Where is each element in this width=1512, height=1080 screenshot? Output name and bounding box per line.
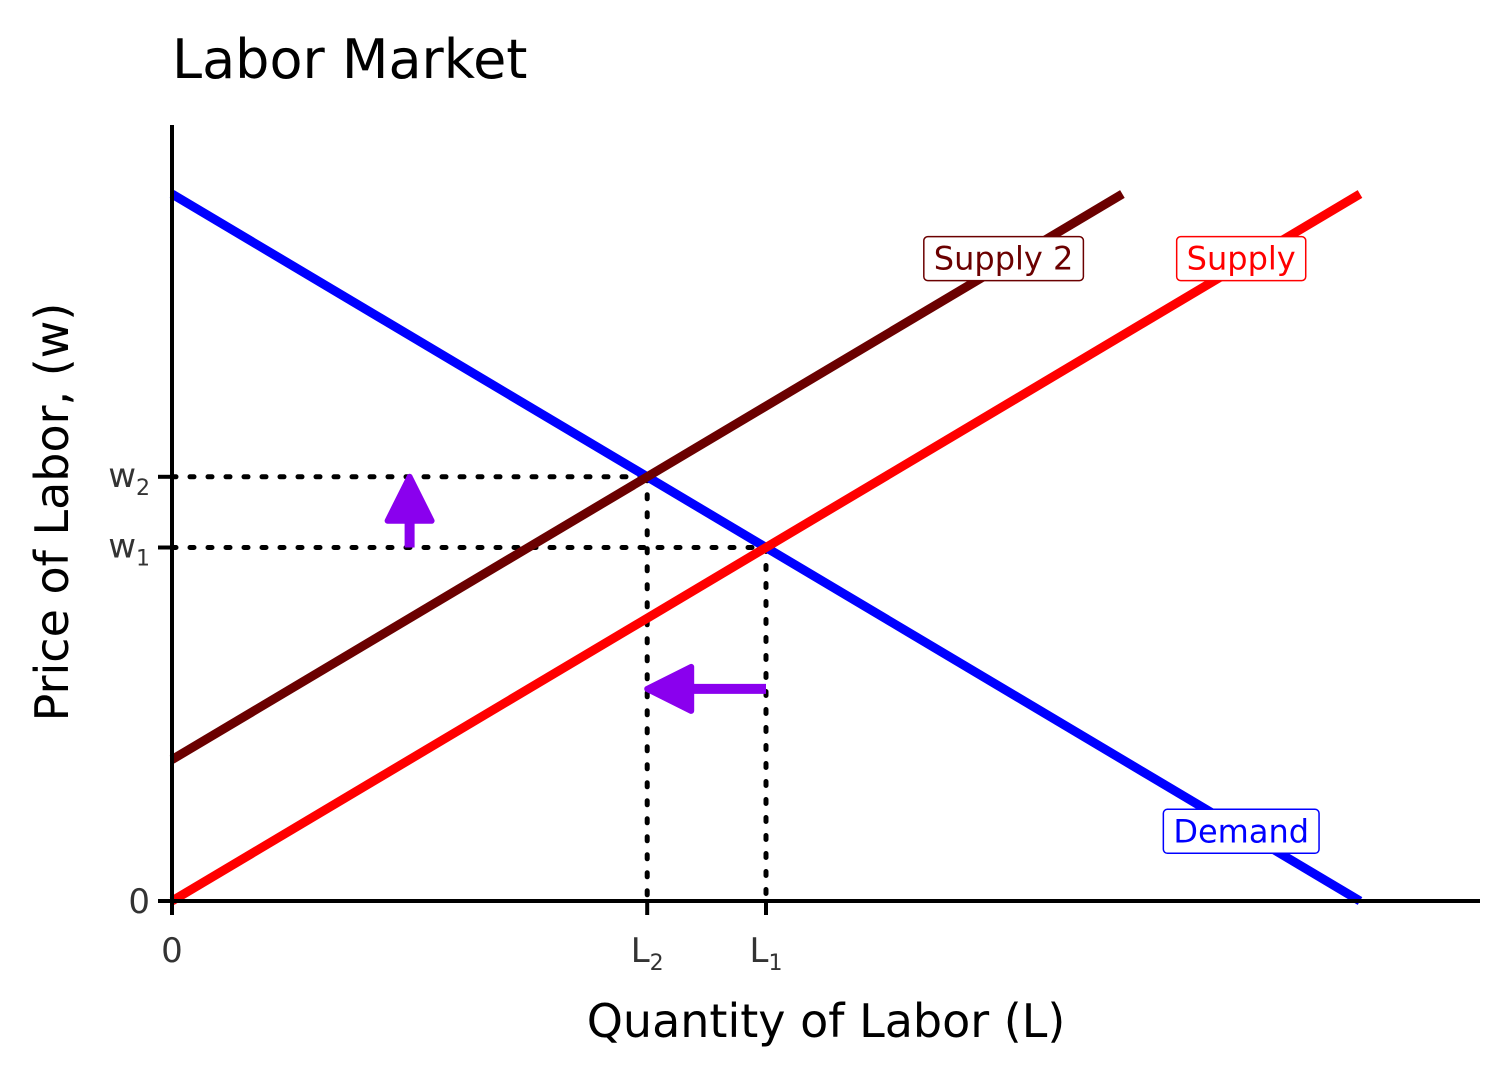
y-axis-title: Price of Labor, (w) xyxy=(25,303,79,722)
supply2-label-box xyxy=(923,235,1085,282)
supply-label-text: Supply xyxy=(1187,240,1296,278)
shift-arrow-2 xyxy=(644,663,766,714)
supply2-label-text: Supply 2 xyxy=(934,240,1074,278)
y-tick-label-w2: w2 xyxy=(108,456,150,501)
y-tick-label-0: 0 xyxy=(128,882,150,922)
chart-title: Labor Market xyxy=(172,28,527,91)
x-tick-label-L2: L2 xyxy=(631,931,664,976)
demand-label-text: Demand xyxy=(1173,812,1309,850)
shift-arrows xyxy=(384,473,766,714)
y-tick-subscript: 1 xyxy=(136,547,150,572)
series-lines xyxy=(169,190,1363,905)
demand-label-box xyxy=(1162,808,1320,855)
x-tick-label-0: 0 xyxy=(161,931,183,971)
series-labels: Supply 2 Supply Demand xyxy=(923,235,1320,855)
x-tick-subscript: 1 xyxy=(768,951,782,976)
shift-arrow-1 xyxy=(384,473,435,548)
axis-ticks: 00 L1 w1 L2 w2 xyxy=(108,456,782,976)
y-tick-subscript: 2 xyxy=(136,476,150,501)
x-axis-title: Quantity of Labor (L) xyxy=(587,994,1066,1048)
supply-label: Supply xyxy=(1175,235,1307,282)
x-tick-subscript: 2 xyxy=(650,951,664,976)
x-tick-label-L1: L1 xyxy=(750,931,783,976)
shift-arrow-head-2 xyxy=(644,663,695,714)
supply-label-box xyxy=(1175,235,1307,282)
supply-line xyxy=(169,190,1363,905)
demand-label: Demand xyxy=(1162,808,1320,855)
supply2-line xyxy=(169,190,1125,764)
supply2-label: Supply 2 xyxy=(923,235,1085,282)
shift-arrow-head-1 xyxy=(384,473,435,524)
y-tick-label-w1: w1 xyxy=(108,527,150,572)
